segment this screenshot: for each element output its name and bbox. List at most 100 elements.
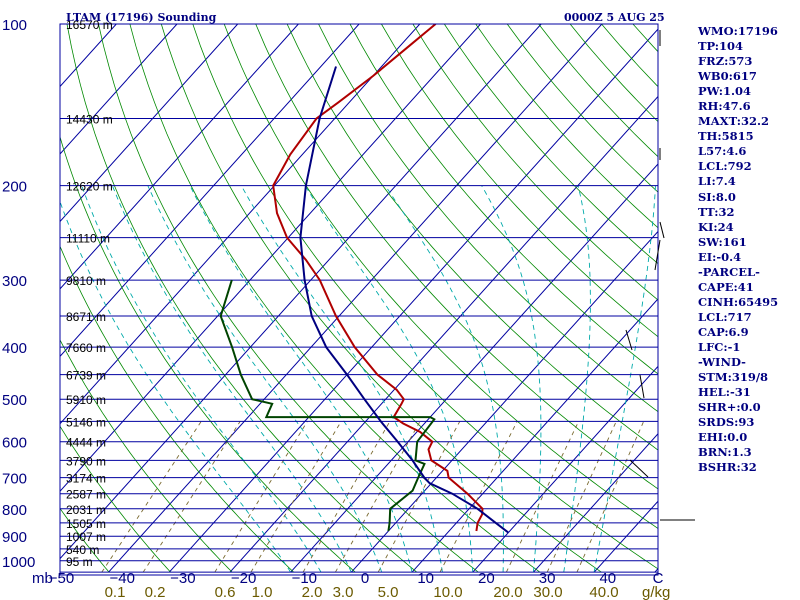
mixing-ratio-unit-label: g/kg bbox=[642, 584, 670, 600]
dry-adiabat-line bbox=[60, 245, 294, 573]
temperature-tick-label: 10 bbox=[417, 570, 434, 587]
temperature-tick-label: −30 bbox=[170, 570, 195, 587]
temperature-tick-label: −50 bbox=[49, 570, 74, 587]
index-item: -PARCEL- bbox=[698, 264, 760, 279]
height-label: 9810 m bbox=[66, 274, 106, 288]
index-item: STM:319/8 bbox=[698, 370, 769, 385]
dry-adiabat-line bbox=[192, 24, 658, 570]
dry-adiabat-line bbox=[129, 24, 541, 573]
indices-panel: WMO:17196 TP:104 FRZ:573 WB0:617 PW:1.04 RH:4… bbox=[698, 24, 778, 475]
pressure-tick-label: 600 bbox=[2, 435, 27, 452]
dry-adiabat-line bbox=[381, 24, 658, 338]
pressure-tick-label: 200 bbox=[2, 179, 27, 196]
pressure-tick-label: 800 bbox=[2, 502, 27, 519]
pressure-tick-label: 900 bbox=[2, 529, 27, 546]
index-item: TT:32 bbox=[698, 204, 735, 219]
isotherm-line bbox=[60, 24, 178, 155]
isotherm-line bbox=[411, 298, 658, 573]
isotherm-line bbox=[60, 24, 299, 290]
index-item: MAXT:32.2 bbox=[698, 114, 769, 129]
temperature-unit-label: C bbox=[653, 570, 664, 587]
isotherm-line bbox=[60, 24, 481, 492]
pressure-tick-label: 100 bbox=[2, 17, 27, 34]
height-label: 4444 m bbox=[66, 436, 106, 450]
index-item: CAPE:41 bbox=[698, 279, 754, 294]
dry-adiabat-line bbox=[443, 24, 658, 265]
moist-adiabat-line bbox=[81, 185, 322, 573]
mixing-ratio-tick-label: 20.0 bbox=[493, 584, 522, 600]
mixing-ratio-tick-label: 1.0 bbox=[252, 584, 273, 600]
moist-adiabat-line bbox=[240, 185, 443, 573]
series-line-dewpoint bbox=[219, 279, 436, 532]
index-item: LCL:792 bbox=[698, 159, 752, 174]
index-item: BSHR:32 bbox=[698, 460, 757, 475]
mixing-ratio-line bbox=[142, 421, 241, 573]
wind-barb bbox=[629, 459, 649, 478]
mixing-ratio-line bbox=[214, 421, 308, 573]
index-item: LCL:717 bbox=[698, 309, 752, 324]
height-label: 6739 m bbox=[66, 369, 106, 383]
isotherm-line bbox=[0, 24, 56, 572]
index-item: SI:8.0 bbox=[698, 189, 736, 204]
isotherm-line bbox=[533, 433, 658, 573]
series-line-parcel bbox=[299, 66, 509, 534]
mixing-ratio-line bbox=[546, 421, 617, 573]
height-label: 11110 m bbox=[66, 232, 110, 246]
temperature-tick-label: 20 bbox=[478, 570, 495, 587]
index-item: TP:104 bbox=[698, 39, 744, 54]
mixing-ratio-tick-label: 0.1 bbox=[105, 584, 126, 600]
dry-adiabat-line bbox=[66, 24, 418, 573]
index-item: HEL:-31 bbox=[698, 385, 751, 400]
index-item: PW:1.04 bbox=[698, 84, 752, 99]
pressure-tick-label: 500 bbox=[2, 392, 27, 409]
index-item: L57:4.6 bbox=[698, 144, 747, 159]
height-label: 12620 m bbox=[66, 180, 113, 194]
height-label: 7660 m bbox=[66, 341, 106, 355]
dry-adiabat-line bbox=[60, 425, 171, 573]
mixing-ratio-line bbox=[250, 421, 342, 573]
height-label: 16570 m bbox=[66, 18, 113, 32]
height-label: 95 m bbox=[66, 555, 93, 569]
mixing-ratio-tick-label: 2.0 bbox=[302, 584, 323, 600]
pressure-tick-label: 700 bbox=[2, 471, 27, 488]
moist-adiabat-line bbox=[304, 185, 474, 573]
mixing-ratio-tick-label: 3.0 bbox=[333, 584, 354, 600]
chart-title: LTAM (17196) Sounding bbox=[66, 11, 217, 24]
pressure-tick-label: 1000 bbox=[2, 554, 35, 571]
index-item: WB0:617 bbox=[698, 69, 757, 84]
mixing-ratio-line bbox=[439, 421, 518, 573]
temperature-tick-label: 0 bbox=[361, 570, 369, 587]
index-item: BRN:1.3 bbox=[698, 445, 752, 460]
isotherm-line bbox=[60, 24, 542, 560]
height-label: 2031 m bbox=[66, 503, 106, 517]
mixing-ratio-line bbox=[302, 421, 391, 573]
temperature-tick-label: −10 bbox=[292, 570, 317, 587]
index-item: SW:161 bbox=[698, 234, 747, 249]
mixing-ratio-tick-label: 30.0 bbox=[533, 584, 562, 600]
index-item: SHR+:0.0 bbox=[698, 400, 761, 415]
height-label: 1505 m bbox=[66, 517, 106, 531]
index-item: -WIND- bbox=[698, 355, 746, 370]
pressure-tick-label: 300 bbox=[2, 273, 27, 290]
height-label: 540 m bbox=[66, 543, 99, 557]
index-item: EI:-0.4 bbox=[698, 249, 742, 264]
dry-adiabat-line bbox=[60, 507, 110, 573]
isotherm-line bbox=[472, 365, 658, 573]
temperature-tick-label: 40 bbox=[599, 570, 616, 587]
index-item: FRZ:573 bbox=[698, 54, 753, 69]
dry-adiabat-line bbox=[223, 24, 658, 529]
isotherm-line bbox=[168, 28, 658, 573]
dry-adiabat-line bbox=[160, 24, 602, 573]
moist-adiabat-line bbox=[111, 185, 352, 573]
mixing-ratio-tick-label: 0.6 bbox=[215, 584, 236, 600]
temperature-tick-label: −20 bbox=[231, 570, 256, 587]
isotherm-line bbox=[229, 95, 658, 573]
height-label: 5146 m bbox=[66, 415, 106, 429]
isotherm-line bbox=[290, 163, 658, 573]
height-label: 3790 m bbox=[66, 454, 106, 468]
height-label: 14430 m bbox=[66, 113, 113, 127]
wind-barbs bbox=[625, 30, 695, 521]
isotherm-line bbox=[60, 24, 421, 425]
